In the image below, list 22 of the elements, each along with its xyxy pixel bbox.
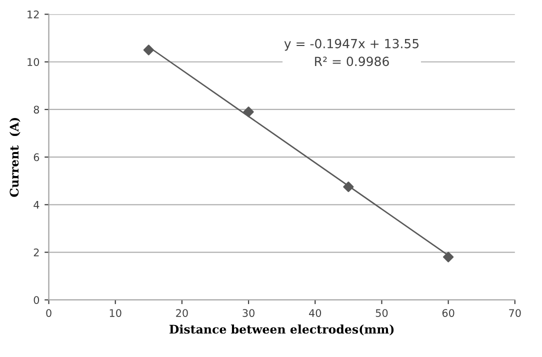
point (443, 252, 454, 262)
x-tick-label: 50 (376, 309, 388, 317)
y-tick-label: 2 (34, 248, 39, 256)
x-tick-label: 10 (110, 309, 122, 317)
y-tick-label: 10 (28, 58, 40, 66)
point (143, 44, 154, 56)
y-tick-label: 8 (34, 106, 40, 114)
x-tick-label: 60 (442, 309, 454, 317)
x-axis-title: Distance between electrodes(mm) (170, 324, 394, 336)
point (243, 106, 254, 118)
x-tick-label: 30 (242, 309, 254, 317)
x-tick-label: 40 (309, 309, 322, 317)
x-tick-label: 0 (46, 309, 52, 317)
y-tick-label: 0 (34, 296, 40, 304)
y-tick-label: 6 (34, 153, 40, 162)
point (343, 182, 354, 192)
y-tick-label: 12 (28, 10, 39, 18)
x-tick-label: 70 (509, 309, 521, 317)
y-tick-label: 4 (34, 201, 40, 209)
x-tick-label: 20 (176, 309, 188, 317)
annotation: y = -0.1947x + 13.55 R² = 0.9986 (284, 38, 418, 66)
y-axis-title: Current (A) (10, 118, 20, 197)
